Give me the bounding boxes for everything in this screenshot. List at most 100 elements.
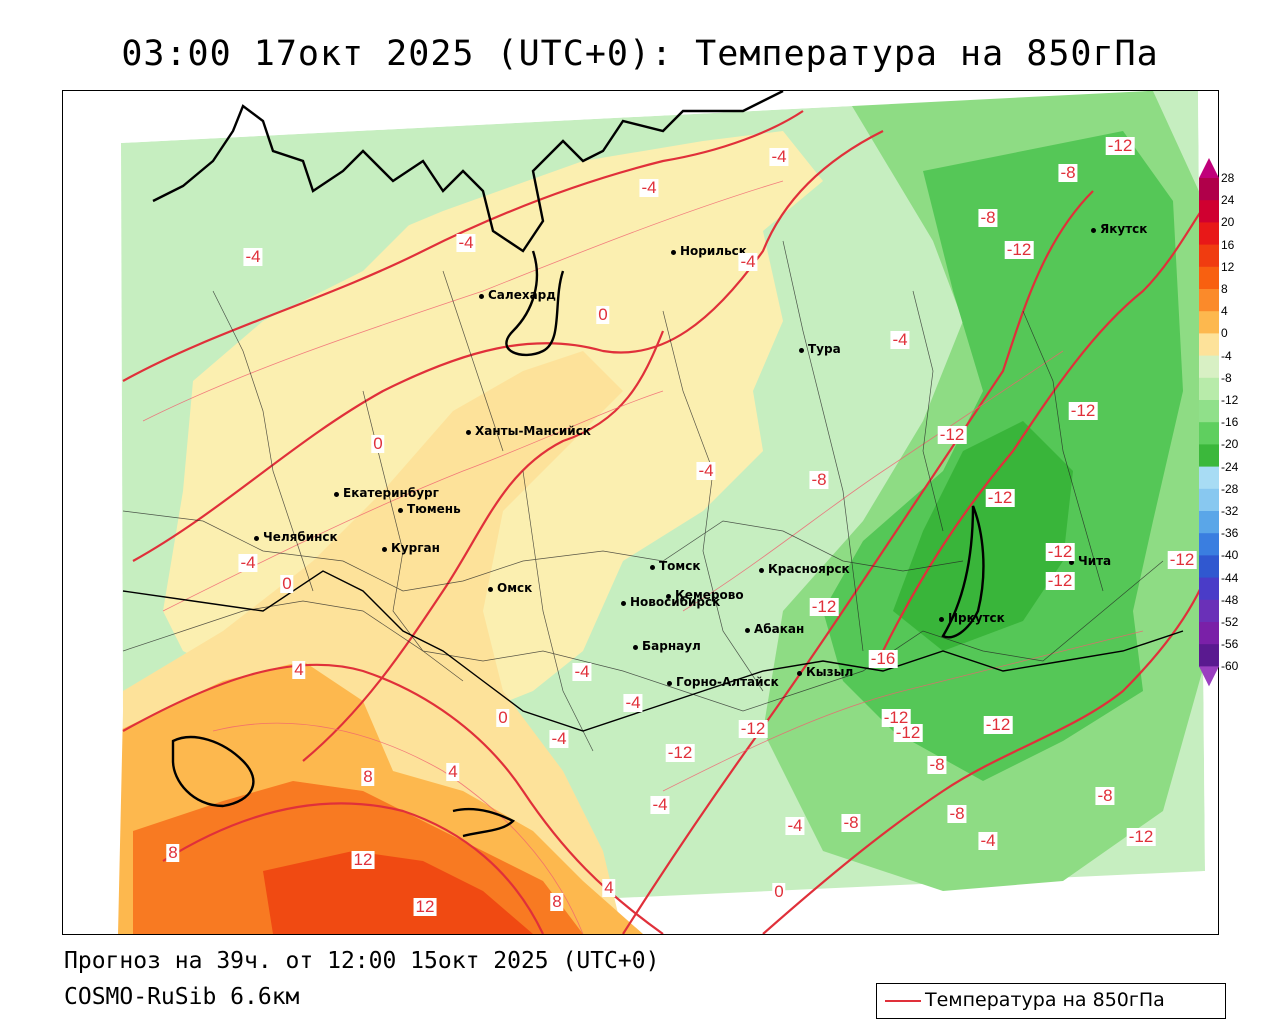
city-tyumen: Тюмень	[398, 502, 461, 516]
isotherm-label: -4	[572, 662, 592, 681]
colorbar-segment	[1199, 289, 1219, 312]
isotherm-label: -12	[983, 715, 1013, 734]
colorbar-segment	[1199, 244, 1219, 268]
isotherm-label: -12	[893, 723, 923, 742]
city-gorno-altaysk: Горно-Алтайск	[667, 675, 779, 689]
city-omsk: Омск	[487, 581, 533, 595]
colorbar-segment	[1199, 488, 1219, 512]
colorbar-tick-label: -48	[1221, 592, 1239, 607]
isotherm-label: -4	[238, 553, 258, 572]
city-chelyabinsk: Челябинск	[254, 530, 338, 544]
colorbar-tick-label: -4	[1221, 348, 1232, 363]
field-coldest-zone	[893, 421, 1073, 651]
colorbar-tick-label: -52	[1221, 615, 1239, 629]
colorbar-segment	[1199, 466, 1219, 490]
colorbar-segment	[1199, 644, 1219, 667]
colorbar-arrow-bottom	[1199, 666, 1219, 687]
isotherm-label: -4	[549, 729, 569, 748]
isotherm-label: -12	[665, 743, 695, 762]
coastline	[152, 91, 985, 838]
isotherm-label: 12	[351, 850, 375, 869]
colorbar-segment	[1199, 333, 1219, 357]
colorbar-tick-label: -36	[1221, 526, 1239, 541]
field-cool-west	[121, 136, 423, 651]
isotherm-label: 4	[602, 878, 616, 897]
city-kemerovo: Кемерово	[666, 588, 744, 602]
colorbar-segment	[1199, 422, 1219, 445]
isotherm-label: 8	[361, 767, 375, 786]
colorbar-tick-label: -12	[1221, 393, 1239, 407]
colorbar-tick-label: -40	[1221, 548, 1239, 563]
isotherm-label: -4	[738, 252, 758, 271]
legend-label: Температура на 850гПа	[925, 989, 1165, 1011]
isotherm-label: -8	[1058, 163, 1078, 182]
isotherm-label: -12	[809, 597, 839, 616]
city-tura: Тура	[799, 342, 841, 356]
isotherm-label: -12	[1126, 827, 1156, 846]
isotherm-label: 8	[166, 843, 180, 862]
state-border	[122, 570, 1184, 732]
isotherm-label: 0	[280, 574, 294, 593]
colorbar-tick-label: 28	[1221, 171, 1235, 185]
isotherm-label: -4	[978, 831, 998, 850]
colorbar-tick-label: -56	[1221, 637, 1239, 652]
isotherm-label: -8	[927, 755, 947, 774]
city-kyzyl: Кызыл	[796, 665, 854, 679]
outside-domain-top-left	[63, 91, 1148, 191]
isotherm-label: 4	[446, 762, 460, 781]
isotherm-label: -4	[650, 795, 670, 814]
city-yakutsk: Якутск	[1090, 222, 1148, 236]
field-hottest-zone	[263, 851, 533, 934]
colorbar-segment	[1199, 533, 1219, 556]
city-chita: Чита	[1068, 554, 1112, 568]
colorbar-tick-label: -8	[1221, 370, 1232, 385]
colorbar-segment	[1199, 400, 1219, 423]
isotherm-label: 4	[292, 660, 306, 679]
colorbar-tick-label: 0	[1221, 326, 1228, 341]
colorbar-tick-label: -60	[1221, 659, 1239, 674]
colorbar-tick-label: -16	[1221, 415, 1239, 430]
isotherm-label: -12	[881, 708, 911, 727]
colorbar-segment	[1199, 444, 1219, 468]
city-abakan: Абакан	[744, 622, 805, 636]
legend-line-swatch	[885, 1000, 921, 1002]
colorbar-tick-label: 16	[1221, 237, 1235, 252]
isotherm-label: -4	[456, 233, 476, 252]
colorbar	[1199, 158, 1219, 687]
isotherm-label: -12	[738, 719, 768, 738]
isotherm-lines	[122, 110, 1210, 934]
colorbar-tick-label: -20	[1221, 437, 1239, 452]
legend-box: Температура на 850гПа	[876, 983, 1226, 1019]
colorbar-segment	[1199, 200, 1219, 223]
colorbar-segment	[1199, 577, 1219, 601]
colorbar-segment	[1199, 599, 1219, 623]
isotherm-label: 8	[550, 892, 564, 911]
city-irkutsk: Иркутск	[939, 611, 1005, 625]
city-salekhard: Салехард	[479, 288, 556, 302]
colorbar-tick-label: -32	[1221, 504, 1239, 518]
colorbar-segment	[1199, 511, 1219, 534]
outside-domain-left	[63, 141, 123, 934]
colorbar-tick-label: 8	[1221, 282, 1228, 296]
map-canvas	[63, 91, 1218, 934]
isotherm-label: 12	[413, 897, 437, 916]
colorbar-tick-label: 4	[1221, 304, 1228, 319]
isotherm-label: -8	[1095, 786, 1115, 805]
isotherm-label: -12	[1045, 571, 1075, 590]
isotherm-label: 0	[596, 305, 610, 324]
isotherm-label: -4	[696, 461, 716, 480]
model-name: COSMO-RuSib 6.6км	[64, 984, 300, 1010]
city-khanty-mansiysk: Ханты-Мансийск	[466, 424, 591, 438]
city-krasnoyarsk: Красноярск	[759, 562, 850, 576]
colorbar-tick-label: 20	[1221, 215, 1235, 230]
colorbar-segment	[1199, 355, 1219, 379]
colorbar-segment	[1199, 311, 1219, 334]
isotherm-label: -4	[243, 247, 263, 266]
colorbar-arrow-top	[1199, 158, 1219, 178]
isotherm-label: -12	[1004, 240, 1034, 259]
region-borders	[122, 240, 1164, 752]
colorbar-segment	[1199, 377, 1219, 401]
colorbar-segment	[1199, 222, 1219, 246]
isotherm-label: -4	[890, 330, 910, 349]
isotherm-label: -12	[1068, 401, 1098, 420]
